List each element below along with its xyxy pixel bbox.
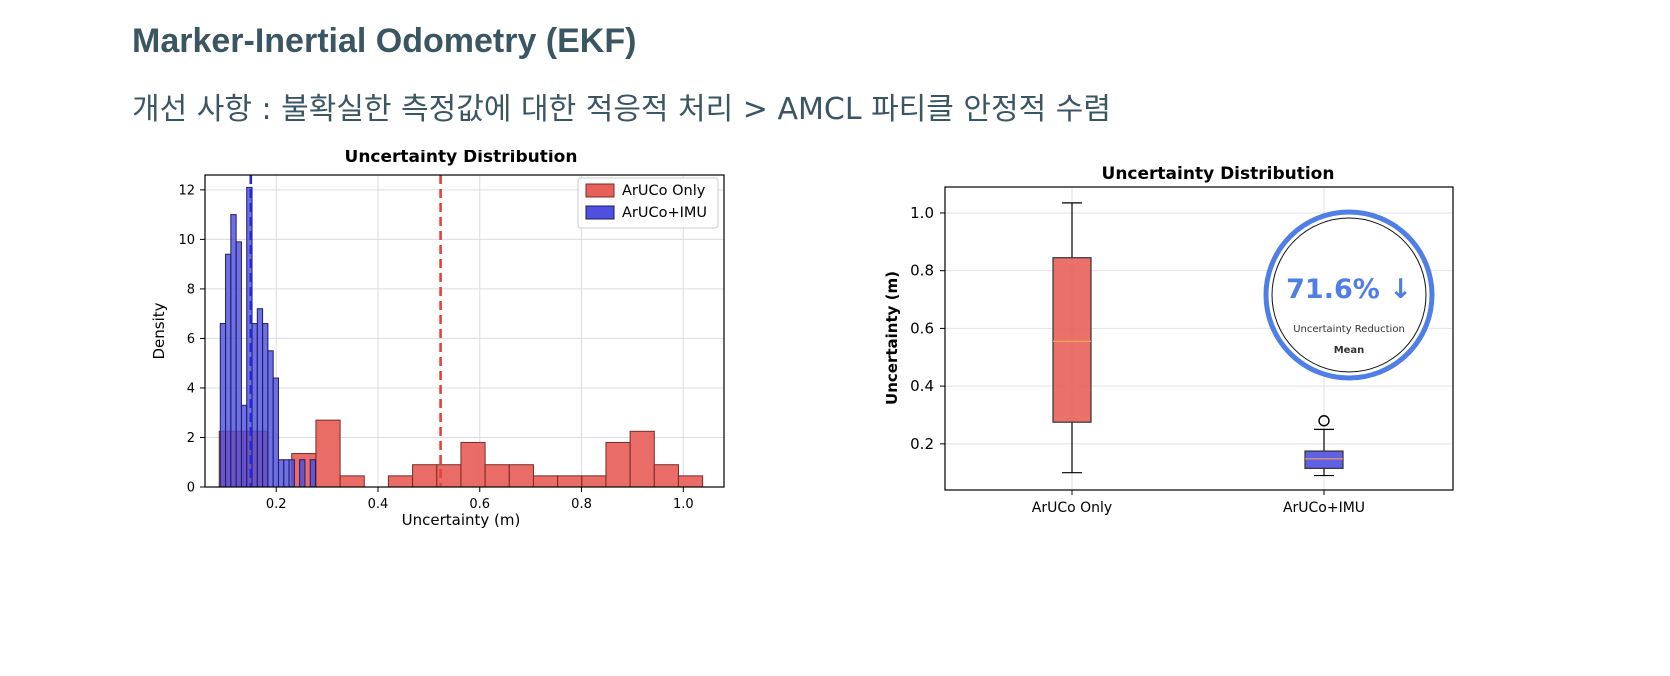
hist-bar [251,323,258,488]
hist-x-axis-label: Uncertainty (m) [402,511,521,529]
hist-x-tick-label: 0.4 [368,497,389,512]
hist-plot-frame [204,174,725,488]
hist-mean-lines [249,175,442,487]
box-y-tick-label: 0.4 [910,377,934,395]
hist-y-tick-label: 8 [187,282,195,297]
hist-bar [508,464,534,488]
legend-label-aruco-only: ArUCo Only [622,183,706,199]
box-y-tick-label: 0.2 [910,435,934,453]
hist-bar [412,464,438,488]
hist-bar [219,323,227,488]
legend-label-aruco-imu: ArUCo+IMU [622,205,707,221]
badge-inner-ring [1271,217,1427,373]
hist-y-tick-label: 2 [187,431,195,446]
reduction-badge: 71.6% ↓ Uncertainty Reduction Mean [1263,209,1435,381]
hist-bar [605,441,631,488]
hist-bar [532,475,559,488]
box-x-tick-label: ArUCo+IMU [1283,500,1365,516]
hist-bar [387,475,414,488]
hist-x-tick-label: 0.2 [266,497,287,512]
hist-bar [484,464,510,488]
box-y-tick-label: 0.6 [910,319,934,337]
badge-value: 71.6% ↓ [1286,274,1412,305]
box-y-tick-label: 0.8 [910,262,934,280]
hist-bar [581,475,607,488]
hist-x-tick-label: 1.0 [673,497,694,512]
hist-bar [283,459,290,488]
hist-bar [262,323,269,488]
hist-y-tick-label: 4 [187,381,195,396]
box-series [1052,202,1344,477]
hist-x-tick-label: 0.8 [571,497,592,512]
hist-series-aruco-imu [219,186,317,488]
box-y-tick-label: 1.0 [910,204,934,222]
hist-bar [315,419,341,488]
box-iqr [1052,257,1092,423]
hist-bar [460,441,486,488]
hist-y-tick-label: 12 [178,183,195,198]
badge-sublabel: Mean [1334,345,1365,356]
badge-label: Uncertainty Reduction [1293,324,1405,335]
badge-outer-ring [1263,209,1435,381]
hist-bar [653,464,679,488]
box-axes: 0.2 0.4 0.6 0.8 1.0 ArUCo Only ArUCo+IMU [910,204,1365,516]
hist-bar [230,214,237,488]
legend-swatch-aruco-imu [585,205,615,220]
box-outlier [1318,415,1330,427]
boxplot-chart: Uncertainty Distribution 71.6% ↓ Uncerta… [883,165,1454,516]
box-x-tick-label: ArUCo Only [1032,500,1112,516]
hist-bar [677,475,704,488]
legend-swatch-aruco-only [585,183,615,198]
box-y-axis-label: Uncertainty (m) [883,271,901,405]
hist-bar [235,241,242,488]
box-chart-title: Uncertainty Distribution [1102,165,1335,184]
hist-bar [339,475,365,488]
hist-x-tick-label: 0.6 [469,497,490,512]
hist-bar [267,350,274,488]
hist-chart-title: Uncertainty Distribution [345,150,578,167]
box-iqr [1304,450,1344,469]
hist-axes: 0.2 0.4 0.6 0.8 1.0 0 2 4 6 8 10 12 [178,183,693,512]
hist-bar [629,430,655,488]
hist-y-axis-label: Density [150,302,168,359]
hist-bar [277,459,285,488]
hist-y-tick-label: 6 [187,332,195,347]
histogram-chart: Uncertainty Distribution 0.2 0.4 0.6 0.8 1.0… [150,150,725,529]
hist-bar [557,475,583,488]
page-subtitle: 개선 사항 : 불확실한 측정값에 대한 적응적 처리 > AMCL 파티클 안… [132,92,1111,127]
hist-bar [309,459,317,488]
hist-bar [256,308,264,488]
hist-bar [240,404,248,488]
hist-y-tick-label: 10 [178,233,195,248]
hist-bar [299,459,306,488]
hist-legend: ArUCo Only ArUCo+IMU [577,177,719,229]
hist-bar [272,377,279,488]
hist-bar [225,253,232,488]
box-plot-frame [944,186,1454,491]
hist-y-tick-label: 0 [187,481,195,496]
page-title: Marker-Inertial Odometry (EKF) [132,22,637,60]
hist-bar [288,459,295,488]
